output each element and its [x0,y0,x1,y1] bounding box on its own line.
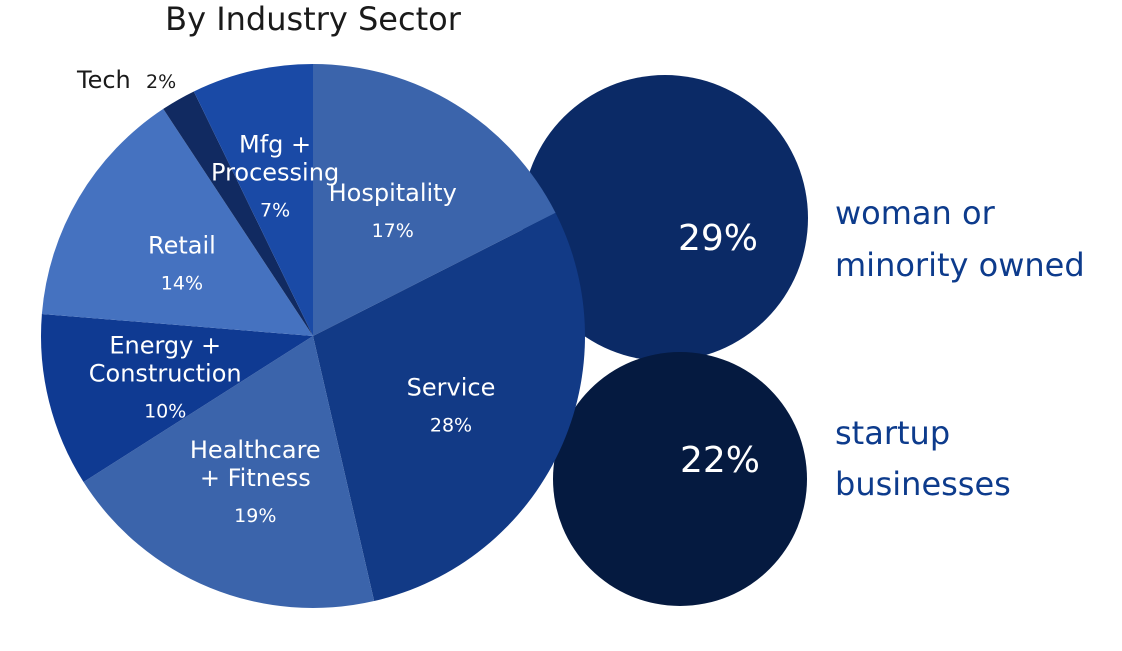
chart-title: By Industry Sector [165,0,462,38]
slice-pct-energy-construction: 10% [144,401,186,423]
stat-bubble-woman-or-minority-owned [522,75,808,361]
pie-slice-healthcare-fitness [83,336,375,609]
slice-pct-tech: 2% [146,71,176,93]
stat-bubble-startup-businesses [553,352,807,606]
pie-chart: Hospitality 17% Service 28% Healthcare+ Fitn… [40,64,585,609]
slice-label-mfg-processing-1: Mfg + [239,131,311,159]
slice-pct-hospitality: 17% [372,220,414,242]
slice-pct-service: 28% [430,415,472,437]
stat-label-startup-businesses-2: businesses [835,465,1011,503]
slice-label-energy-construction-2: Construction [89,360,242,388]
stat-label-startup-businesses-1: startup [835,414,950,452]
slice-label-retail: Retail [148,231,216,259]
slice-label-service: Service [407,374,496,402]
stat-label-woman-or-minority-owned-2: minority owned [835,246,1085,284]
slice-label-energy-construction-1: Energy + [109,332,221,360]
stat-pct-woman-or-minority-owned: 29% [678,218,758,259]
slice-label-tech: Tech [76,66,131,94]
pie-slice-energy-construction [40,314,313,483]
pie-slice-service [313,212,585,602]
pie-slice-retail [41,108,313,337]
pie-slice-hospitality [313,64,556,336]
slice-label-healthcare-fitness-2: + Fitness [200,464,311,492]
slice-label-hospitality: Hospitality [329,179,457,207]
stat-label-woman-or-minority-owned-1: woman or [835,194,996,232]
slice-pct-retail: 14% [161,272,203,294]
slice-label-mfg-processing-2: Processing [211,159,339,187]
slice-pct-healthcare-fitness: 19% [234,505,276,527]
slice-pct-mfg-processing: 7% [260,200,290,222]
stat-bubbles: 29% woman or minority owned 22% startup busin… [522,75,1085,606]
slice-label-healthcare-fitness-1: Healthcare [190,436,321,464]
stat-pct-startup-businesses: 22% [680,440,760,481]
pie-slice-mfg-processing [193,64,313,336]
pie-slice-tech [163,91,313,337]
